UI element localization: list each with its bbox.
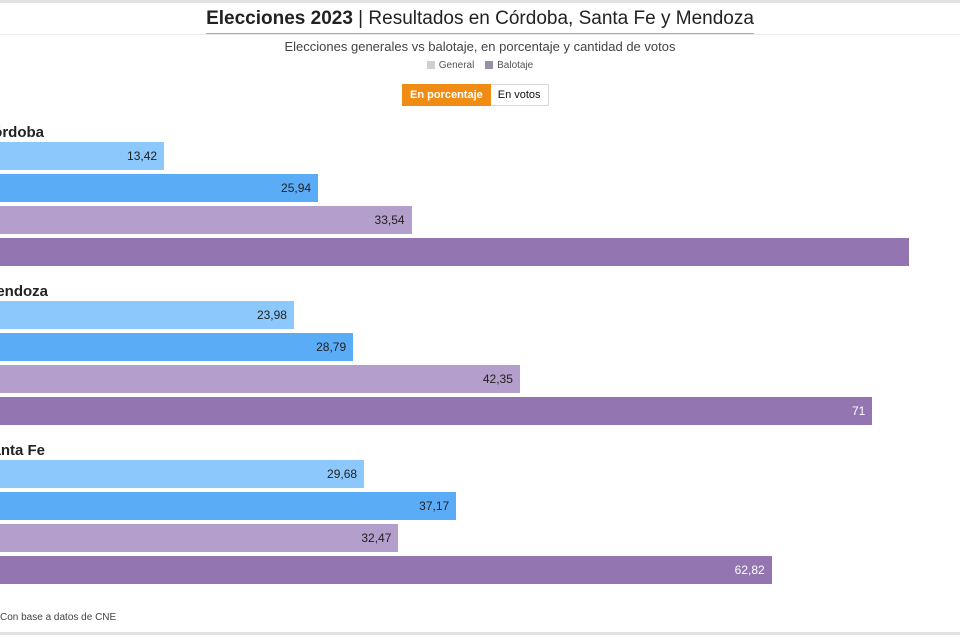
bar-value-label: 28,79: [316, 340, 347, 354]
bar-value-label: 71: [851, 404, 866, 418]
bar[interactable]: [0, 397, 873, 425]
view-toggle: En porcentaje En votos: [402, 84, 549, 106]
bar-value-label: 23,98: [256, 308, 287, 322]
toggle-votes-button[interactable]: En votos: [490, 84, 549, 106]
chart-subtitle: Elecciones generales vs balotaje, en por…: [284, 39, 676, 54]
toggle-percent-button[interactable]: En porcentaje: [402, 84, 491, 106]
bar[interactable]: [0, 524, 399, 552]
bar[interactable]: [0, 238, 910, 266]
legend: General Balotaje: [0, 60, 960, 71]
bar-value-label: 62,82: [734, 563, 765, 577]
chart-header: Elecciones 2023 | Resultados en Córdoba,…: [0, 8, 960, 35]
bar[interactable]: [0, 556, 772, 584]
bar[interactable]: [0, 365, 520, 393]
bar[interactable]: [0, 333, 354, 361]
header-divider: [0, 34, 960, 35]
bar-value-label: 37,17: [419, 499, 450, 513]
legend-item-balotaje[interactable]: Balotaje: [485, 60, 533, 71]
bar-value-label: 13,42: [127, 149, 158, 163]
group-label: Santa Fe: [0, 442, 45, 459]
legend-label-general: General: [438, 60, 475, 71]
bar[interactable]: [0, 460, 365, 488]
bottom-border: [0, 632, 960, 635]
bar[interactable]: [0, 142, 165, 170]
legend-label-balotaje: Balotaje: [497, 60, 534, 71]
source-note: Con base a datos de CNE: [0, 612, 117, 623]
bar-value-label: 25,94: [281, 181, 312, 195]
bar-value-label: 42,35: [482, 372, 513, 386]
group-label: Mendoza: [0, 283, 48, 300]
chart-title: Elecciones 2023 | Resultados en Córdoba,…: [206, 8, 754, 35]
bar[interactable]: [0, 206, 412, 234]
chart-title-bold: Elecciones 2023: [206, 8, 353, 29]
bar[interactable]: [0, 174, 319, 202]
bar-value-label: 33,54: [374, 213, 405, 227]
top-border: [0, 0, 960, 3]
bar[interactable]: [0, 301, 294, 329]
group-label: Córdoba: [0, 124, 44, 141]
bar[interactable]: [0, 492, 457, 520]
legend-swatch-general: [426, 61, 435, 69]
bar-value-label: 29,68: [327, 467, 358, 481]
bar-value-label: 32,47: [361, 531, 392, 545]
legend-item-general[interactable]: General: [426, 60, 475, 71]
legend-swatch-balotaje: [485, 61, 494, 69]
chart-title-rest: | Resultados en Córdoba, Santa Fe y Mend…: [352, 8, 754, 29]
